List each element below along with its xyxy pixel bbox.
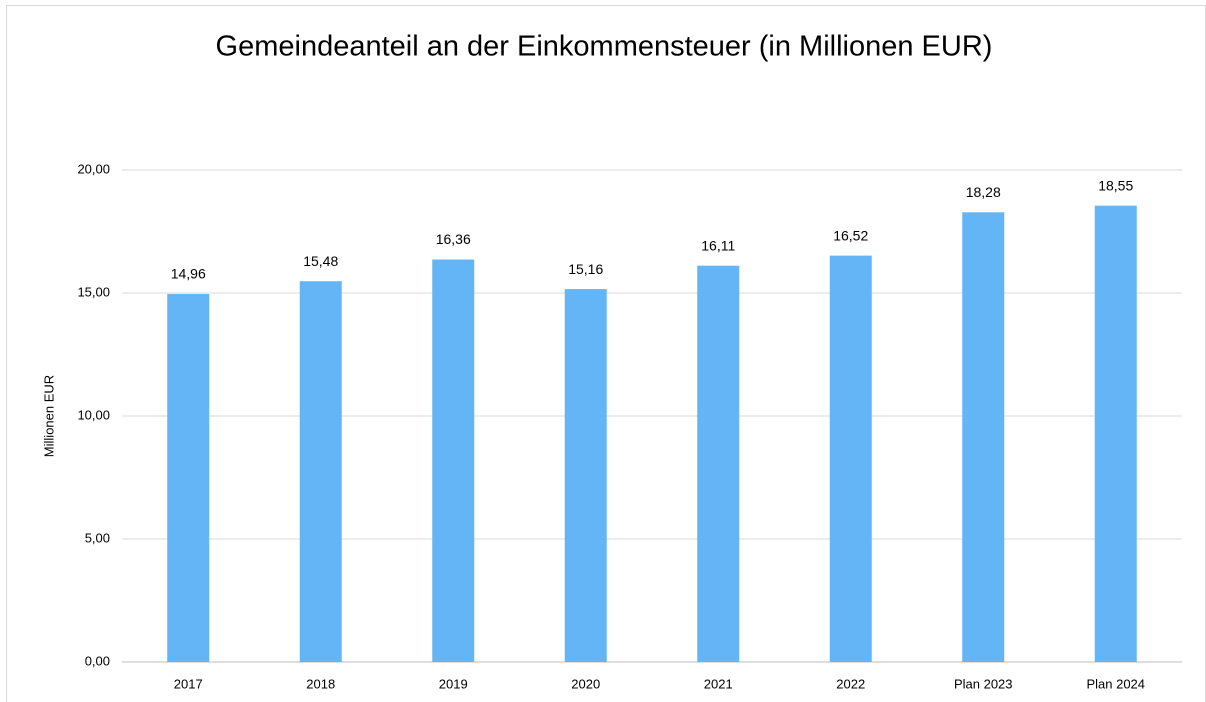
data-label: 14,96: [171, 266, 206, 282]
bar: [829, 255, 872, 662]
x-tick-label: 2022: [836, 676, 865, 691]
bar: [962, 212, 1005, 662]
bar: [1094, 205, 1137, 663]
bar: [432, 259, 475, 662]
y-axis-label: Millionen EUR: [41, 375, 56, 457]
y-tick-label: 0,00: [85, 653, 110, 668]
x-tick-label: Plan 2023: [954, 676, 1013, 691]
data-label: 16,11: [701, 237, 735, 253]
x-tick-label: 2017: [174, 676, 203, 691]
y-tick-label: 10,00: [77, 407, 110, 422]
x-tick-label: 2018: [306, 676, 335, 691]
data-label: 15,48: [303, 253, 338, 269]
data-label: 15,16: [568, 261, 603, 277]
data-label: 18,55: [1098, 177, 1133, 193]
y-tick-label: 20,00: [77, 161, 110, 176]
x-tick-label: 2021: [704, 676, 733, 691]
data-label: 16,36: [436, 231, 471, 247]
bar: [697, 265, 740, 662]
y-tick-label: 15,00: [77, 284, 110, 299]
chart-title: Gemeindeanteil an der Einkommensteuer (i…: [216, 31, 993, 63]
x-tick-label: 2019: [439, 676, 468, 691]
data-label: 18,28: [966, 184, 1001, 200]
bar: [564, 289, 607, 662]
x-tick-label: Plan 2024: [1086, 676, 1145, 691]
x-tick-label: 2020: [571, 676, 600, 691]
y-tick-label: 5,00: [85, 530, 110, 545]
bar: [299, 281, 342, 662]
bar: [167, 293, 210, 662]
data-label: 16,52: [833, 227, 868, 243]
